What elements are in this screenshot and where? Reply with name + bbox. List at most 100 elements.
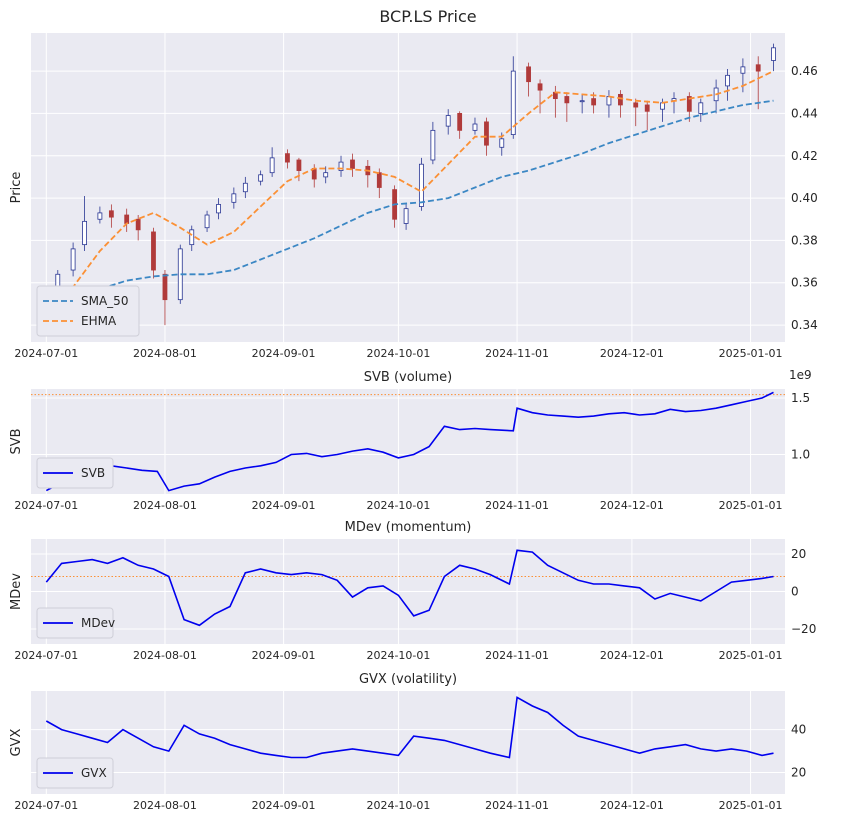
x-tick-label: 2024-12-01 — [600, 347, 664, 360]
y-tick-label: 0.38 — [791, 233, 818, 247]
candle — [269, 147, 275, 177]
candle — [97, 206, 103, 224]
candle — [537, 79, 543, 114]
y-tick-label: 40 — [791, 723, 806, 737]
candle — [350, 153, 355, 177]
plot-area — [31, 33, 785, 342]
candle-body-down — [124, 214, 130, 224]
candle — [108, 204, 114, 228]
panel-3: 2024-07-01 2024-08-01 2024-09-01 2024-10-01… — [9, 520, 816, 662]
legend: SVB — [36, 457, 114, 489]
x-tick-label: 2024-11-01 — [485, 799, 549, 812]
y-tick-label: 0.44 — [791, 106, 818, 120]
y-tick-label: 0.46 — [791, 64, 818, 78]
x-tick-label: 2024-10-01 — [366, 499, 430, 512]
candle-body-up — [242, 182, 248, 193]
series-line-gvx — [45, 696, 774, 759]
candle-body-up — [189, 229, 195, 246]
candle — [242, 176, 248, 199]
candle-body-up — [771, 47, 776, 61]
candle-body-up — [97, 212, 103, 220]
candle-body-down — [162, 273, 168, 301]
candle-body-up — [606, 96, 612, 106]
x-tick-label: 2024-07-01 — [14, 347, 78, 360]
candle-body-down — [350, 159, 355, 169]
x-tick-label: 2024-07-01 — [14, 649, 78, 662]
y-tick-label: 20 — [791, 547, 806, 561]
figure-title: BCP.LS Price — [379, 7, 476, 26]
candle-body-down — [686, 96, 692, 112]
panel-1: 2024-07-01 2024-08-01 2024-09-01 2024-10-01… — [9, 33, 818, 360]
plot-area — [31, 389, 785, 494]
y-tick-label: 0.34 — [791, 318, 818, 332]
candle-body-down — [296, 159, 302, 171]
candle — [644, 100, 650, 131]
candle-body-down — [633, 102, 639, 108]
candle — [755, 56, 761, 110]
candle-body-down — [376, 172, 382, 188]
legend-label: MDev — [81, 616, 115, 630]
candle-body-up — [472, 123, 478, 131]
candle — [189, 225, 195, 251]
legend-label: SMA_50 — [81, 294, 128, 308]
candle — [162, 270, 168, 326]
legend: MDev — [36, 607, 115, 639]
candle-body-down — [755, 64, 761, 72]
candle-body-up — [231, 193, 237, 203]
x-tick-label: 2024-08-01 — [133, 499, 197, 512]
candle — [376, 168, 382, 199]
x-tick-label: 2025-01-01 — [719, 499, 783, 512]
y-tick-label: 1.5 — [791, 391, 810, 405]
candle-body-up — [725, 74, 730, 87]
candle-body-up — [204, 214, 210, 229]
candle — [579, 94, 585, 114]
candle — [698, 98, 704, 122]
candle-body-up — [740, 66, 746, 74]
candle-body-down — [526, 66, 531, 83]
candle — [510, 56, 516, 139]
candle-body-up — [258, 174, 264, 182]
x-tick-label: 2024-12-01 — [600, 499, 664, 512]
y-axis-label: GVX — [9, 728, 24, 756]
y-tick-label: 1.0 — [791, 447, 810, 461]
panel-4: 2024-07-01 2024-08-01 2024-09-01 2024-10-01… — [9, 672, 806, 812]
candle-body-up — [216, 204, 221, 214]
candle — [403, 204, 409, 230]
candle — [204, 210, 210, 232]
legend-label: GVX — [81, 766, 107, 780]
x-tick-label: 2024-08-01 — [133, 799, 197, 812]
candle-body-down — [537, 83, 543, 91]
x-tick-label: 2024-11-01 — [485, 499, 549, 512]
x-tick-label: 2024-10-01 — [366, 799, 430, 812]
y-axis-label: MDev — [9, 573, 24, 610]
legend-box — [36, 757, 114, 789]
x-tick-label: 2024-07-01 — [14, 499, 78, 512]
candle-body-up — [445, 115, 451, 127]
candle-body-down — [108, 210, 114, 218]
y-tick-label: 20 — [791, 766, 806, 780]
candle-body-up — [269, 157, 275, 174]
candle — [633, 98, 639, 127]
legend-label: EHMA — [81, 314, 117, 328]
candle — [338, 155, 344, 177]
x-tick-label: 2024-07-01 — [14, 799, 78, 812]
candle — [618, 90, 623, 118]
candle-body-down — [484, 121, 489, 146]
candle — [445, 109, 451, 135]
x-tick-label: 2024-09-01 — [252, 499, 316, 512]
candle-body-down — [151, 231, 156, 271]
candle — [323, 166, 329, 184]
series-line-mdev — [45, 549, 774, 627]
candle — [231, 187, 237, 209]
x-tick-label: 2024-09-01 — [252, 347, 316, 360]
candle-body-up — [660, 102, 665, 110]
y-tick-label: 0.40 — [791, 191, 818, 205]
candle — [526, 62, 531, 97]
candle-body-down — [644, 104, 650, 112]
candle — [70, 242, 76, 277]
x-tick-label: 2025-01-01 — [719, 347, 783, 360]
candle — [135, 215, 141, 241]
candle — [472, 117, 478, 135]
legend-box — [36, 457, 114, 489]
